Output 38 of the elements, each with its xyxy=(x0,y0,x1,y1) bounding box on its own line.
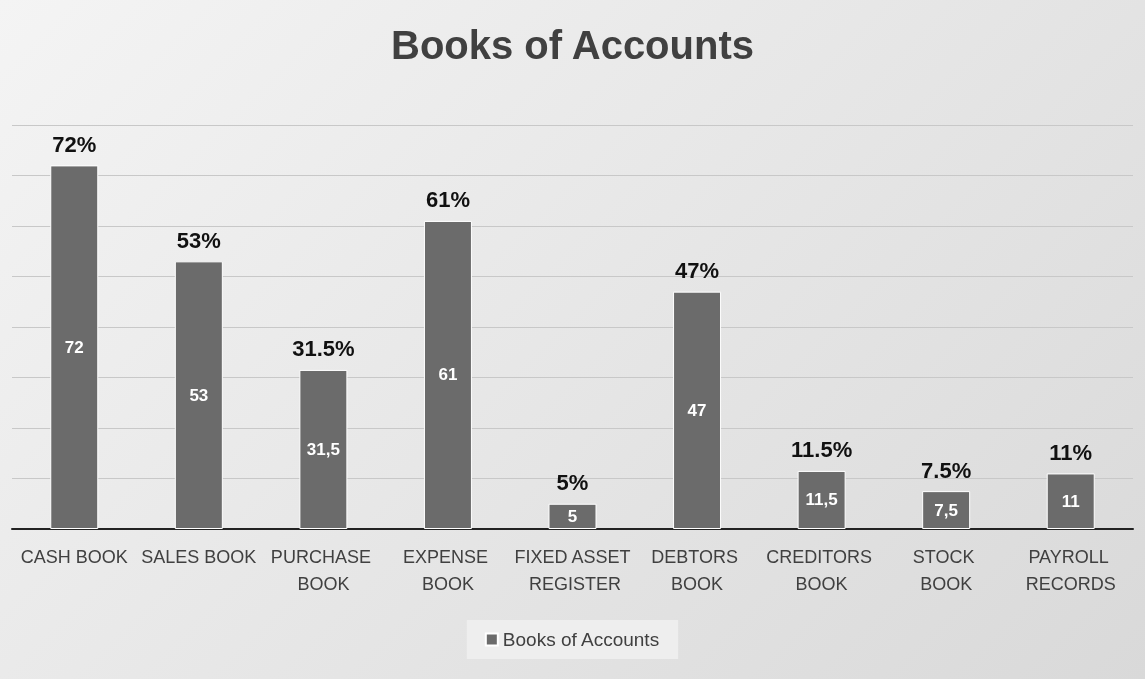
data-label: 61 xyxy=(438,365,458,385)
x-tick-label: FIXED ASSET REGISTER xyxy=(514,546,631,594)
data-label: 47 xyxy=(687,400,707,420)
data-label: 72 xyxy=(64,337,84,357)
bar xyxy=(299,369,348,529)
data-label: 7,5 xyxy=(934,500,958,520)
x-tick-label: PURCHASE BOOK xyxy=(270,546,376,594)
data-label: 11,5 xyxy=(805,490,838,510)
x-tick-label: CREDITORS BOOK xyxy=(766,546,877,594)
x-tick-label: DEBTORS BOOK xyxy=(651,546,743,594)
annotation: 11.5% xyxy=(791,437,853,463)
bar xyxy=(922,491,971,529)
bar xyxy=(174,261,223,529)
x-tick-label: SALES BOOK xyxy=(141,546,257,567)
x-tick-label: EXPENSE BOOK xyxy=(402,546,493,594)
chart-title: Books of Accounts xyxy=(391,23,754,67)
bar xyxy=(548,503,597,529)
annotation: 47% xyxy=(675,258,720,284)
annotation: 72% xyxy=(52,131,97,157)
bar xyxy=(797,470,846,529)
bar xyxy=(1046,473,1095,529)
annotation: 11% xyxy=(1049,439,1093,465)
bar xyxy=(423,220,472,529)
annotation: 7.5% xyxy=(921,457,972,483)
annotation: 31.5% xyxy=(292,336,355,362)
x-tick-label: CASH BOOK xyxy=(20,546,128,567)
x-tick-label: PAYROLL RECORDS xyxy=(1025,546,1116,594)
data-label: 53 xyxy=(189,385,209,405)
annotation: 61% xyxy=(425,187,470,213)
data-label: 11 xyxy=(1061,491,1080,511)
legend-label: Books of Accounts xyxy=(502,629,660,650)
data-label: 5 xyxy=(567,506,578,526)
annotation: 5% xyxy=(556,470,589,496)
data-label: 31,5 xyxy=(306,439,340,459)
x-tick-label: STOCK BOOK xyxy=(912,546,980,594)
annotation: 53% xyxy=(176,227,221,253)
bar xyxy=(50,165,99,529)
bar xyxy=(673,291,722,529)
